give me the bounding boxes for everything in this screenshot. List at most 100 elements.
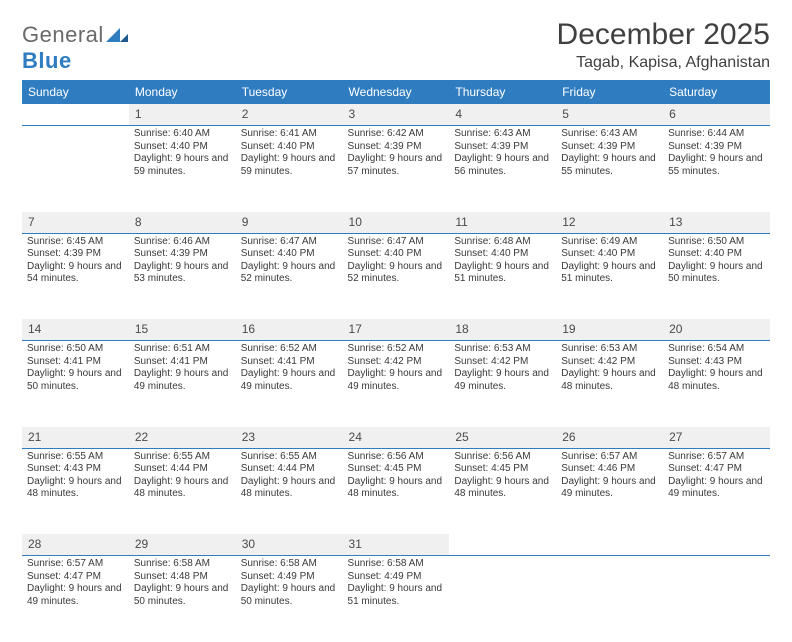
logo-word-1: General [22,22,104,47]
sunset-line: Sunset: 4:40 PM [454,248,551,261]
day-number-cell: 21 [22,427,129,449]
day-body-cell: Sunrise: 6:50 AMSunset: 4:40 PMDaylight:… [663,233,770,319]
day-number-cell: 11 [449,212,556,234]
daylight-line: Daylight: 9 hours and 49 minutes. [134,368,231,393]
day-number-cell [449,534,556,556]
day-body-cell [449,556,556,642]
sunrise-line: Sunrise: 6:55 AM [241,451,338,464]
header: General Blue December 2025 Tagab, Kapisa… [22,18,770,74]
day-body-row: Sunrise: 6:57 AMSunset: 4:47 PMDaylight:… [22,556,770,642]
daylight-line: Daylight: 9 hours and 48 minutes. [348,476,445,501]
daylight-line: Daylight: 9 hours and 50 minutes. [27,368,124,393]
sunset-line: Sunset: 4:40 PM [348,248,445,261]
sunset-line: Sunset: 4:39 PM [134,248,231,261]
day-body-row: Sunrise: 6:50 AMSunset: 4:41 PMDaylight:… [22,341,770,427]
day-body-cell: Sunrise: 6:41 AMSunset: 4:40 PMDaylight:… [236,126,343,212]
daylight-line: Daylight: 9 hours and 53 minutes. [134,261,231,286]
day-number-cell: 16 [236,319,343,341]
sunset-line: Sunset: 4:44 PM [134,463,231,476]
day-body-cell: Sunrise: 6:53 AMSunset: 4:42 PMDaylight:… [449,341,556,427]
day-number-row: 78910111213 [22,212,770,234]
day-body-cell: Sunrise: 6:56 AMSunset: 4:45 PMDaylight:… [449,448,556,534]
day-number-cell: 28 [22,534,129,556]
calendar-table: SundayMondayTuesdayWednesdayThursdayFrid… [22,80,770,642]
day-number-row: 21222324252627 [22,427,770,449]
sunrise-line: Sunrise: 6:57 AM [561,451,658,464]
logo-word-2: Blue [22,48,72,73]
day-number-cell: 23 [236,427,343,449]
sunrise-line: Sunrise: 6:41 AM [241,128,338,141]
day-number-cell: 22 [129,427,236,449]
day-number-cell: 13 [663,212,770,234]
day-number-cell: 29 [129,534,236,556]
day-number-cell [22,104,129,126]
day-number-cell: 5 [556,104,663,126]
weekday-header: Wednesday [343,80,450,104]
daylight-line: Daylight: 9 hours and 48 minutes. [241,476,338,501]
sunset-line: Sunset: 4:41 PM [27,356,124,369]
daylight-line: Daylight: 9 hours and 51 minutes. [561,261,658,286]
day-number-row: 123456 [22,104,770,126]
sunset-line: Sunset: 4:42 PM [454,356,551,369]
sunrise-line: Sunrise: 6:53 AM [561,343,658,356]
sunset-line: Sunset: 4:48 PM [134,571,231,584]
sunrise-line: Sunrise: 6:54 AM [668,343,765,356]
sunset-line: Sunset: 4:46 PM [561,463,658,476]
daylight-line: Daylight: 9 hours and 48 minutes. [561,368,658,393]
weekday-header: Thursday [449,80,556,104]
sunset-line: Sunset: 4:39 PM [27,248,124,261]
day-body-cell: Sunrise: 6:57 AMSunset: 4:47 PMDaylight:… [22,556,129,642]
daylight-line: Daylight: 9 hours and 50 minutes. [134,583,231,608]
sunrise-line: Sunrise: 6:48 AM [454,236,551,249]
sunset-line: Sunset: 4:43 PM [27,463,124,476]
day-body-cell: Sunrise: 6:58 AMSunset: 4:49 PMDaylight:… [343,556,450,642]
day-number-cell: 17 [343,319,450,341]
sunrise-line: Sunrise: 6:55 AM [27,451,124,464]
sunrise-line: Sunrise: 6:58 AM [348,558,445,571]
day-number-cell: 1 [129,104,236,126]
weekday-header: Monday [129,80,236,104]
weekday-header-row: SundayMondayTuesdayWednesdayThursdayFrid… [22,80,770,104]
day-body-row: Sunrise: 6:45 AMSunset: 4:39 PMDaylight:… [22,233,770,319]
day-number-cell: 18 [449,319,556,341]
day-number-cell: 15 [129,319,236,341]
daylight-line: Daylight: 9 hours and 57 minutes. [348,153,445,178]
sunset-line: Sunset: 4:39 PM [561,141,658,154]
day-body-cell: Sunrise: 6:58 AMSunset: 4:48 PMDaylight:… [129,556,236,642]
sunrise-line: Sunrise: 6:49 AM [561,236,658,249]
sunset-line: Sunset: 4:39 PM [348,141,445,154]
daylight-line: Daylight: 9 hours and 49 minutes. [348,368,445,393]
sunset-line: Sunset: 4:45 PM [454,463,551,476]
daylight-line: Daylight: 9 hours and 49 minutes. [454,368,551,393]
daylight-line: Daylight: 9 hours and 59 minutes. [241,153,338,178]
day-body-cell: Sunrise: 6:44 AMSunset: 4:39 PMDaylight:… [663,126,770,212]
sunrise-line: Sunrise: 6:56 AM [454,451,551,464]
day-body-cell: Sunrise: 6:40 AMSunset: 4:40 PMDaylight:… [129,126,236,212]
sunset-line: Sunset: 4:39 PM [454,141,551,154]
sunset-line: Sunset: 4:40 PM [561,248,658,261]
sunrise-line: Sunrise: 6:42 AM [348,128,445,141]
day-number-cell [556,534,663,556]
day-body-cell: Sunrise: 6:52 AMSunset: 4:42 PMDaylight:… [343,341,450,427]
day-number-cell: 20 [663,319,770,341]
day-number-cell: 9 [236,212,343,234]
daylight-line: Daylight: 9 hours and 50 minutes. [668,261,765,286]
sunset-line: Sunset: 4:40 PM [241,248,338,261]
day-body-cell: Sunrise: 6:43 AMSunset: 4:39 PMDaylight:… [449,126,556,212]
day-number-cell: 19 [556,319,663,341]
day-number-cell: 12 [556,212,663,234]
day-number-cell: 31 [343,534,450,556]
sunset-line: Sunset: 4:41 PM [241,356,338,369]
daylight-line: Daylight: 9 hours and 48 minutes. [27,476,124,501]
sunrise-line: Sunrise: 6:52 AM [241,343,338,356]
daylight-line: Daylight: 9 hours and 52 minutes. [348,261,445,286]
day-body-cell: Sunrise: 6:55 AMSunset: 4:44 PMDaylight:… [236,448,343,534]
sunset-line: Sunset: 4:43 PM [668,356,765,369]
day-body-cell: Sunrise: 6:53 AMSunset: 4:42 PMDaylight:… [556,341,663,427]
sunset-line: Sunset: 4:41 PM [134,356,231,369]
day-body-cell: Sunrise: 6:56 AMSunset: 4:45 PMDaylight:… [343,448,450,534]
sunrise-line: Sunrise: 6:51 AM [134,343,231,356]
sunrise-line: Sunrise: 6:43 AM [454,128,551,141]
day-body-cell: Sunrise: 6:42 AMSunset: 4:39 PMDaylight:… [343,126,450,212]
sunrise-line: Sunrise: 6:43 AM [561,128,658,141]
